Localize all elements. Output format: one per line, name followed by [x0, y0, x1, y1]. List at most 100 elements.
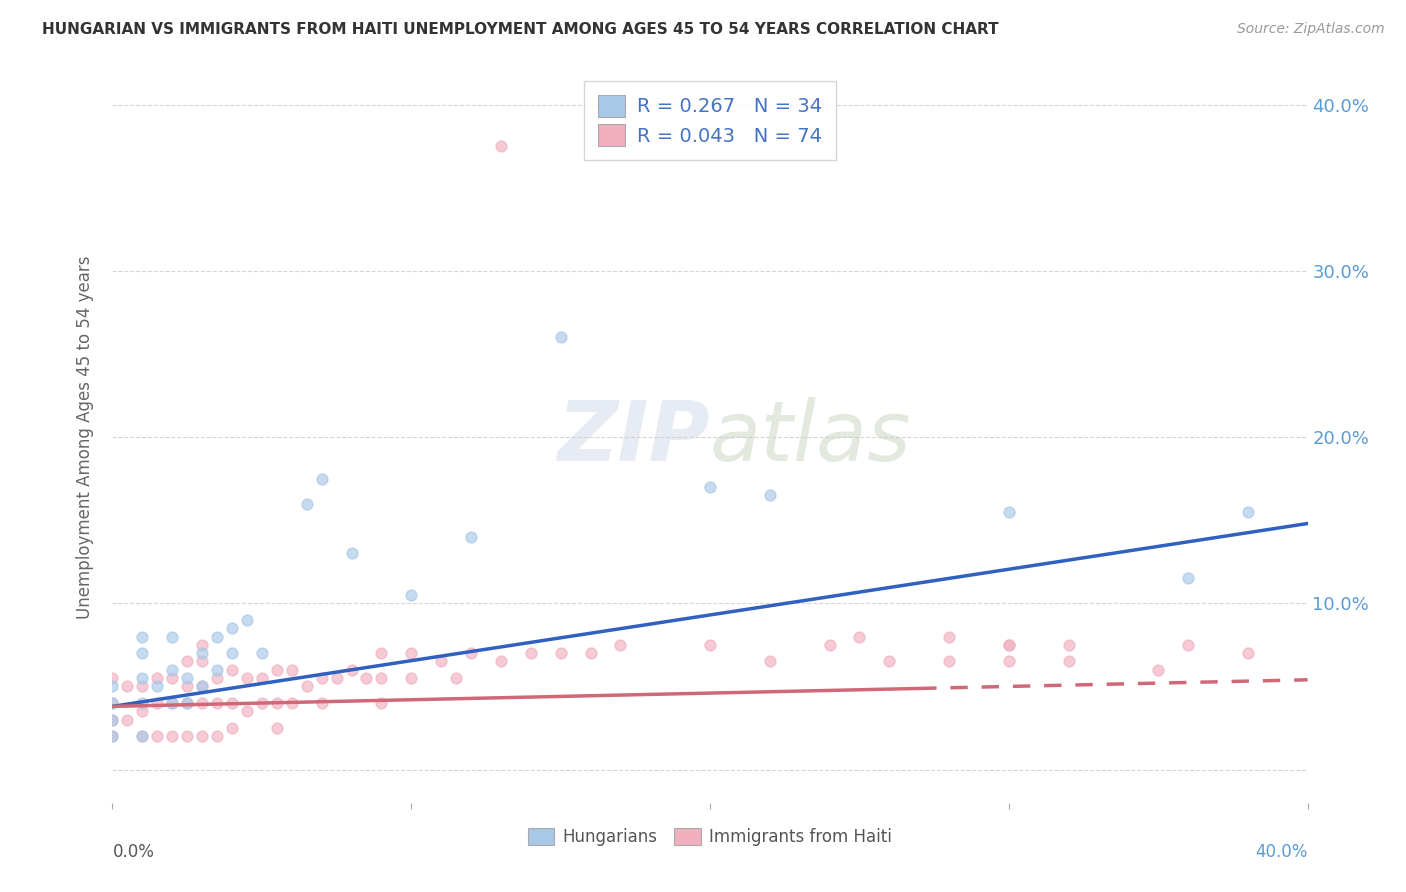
Point — [191, 680, 214, 694]
Point — [101, 680, 124, 694]
Point — [370, 696, 392, 710]
Point — [340, 546, 363, 560]
Point — [295, 680, 318, 694]
Point — [759, 488, 782, 502]
Legend: Hungarians, Immigrants from Haiti: Hungarians, Immigrants from Haiti — [522, 822, 898, 853]
Point — [101, 713, 124, 727]
Point — [221, 663, 243, 677]
Point — [311, 671, 333, 685]
Point — [131, 729, 153, 743]
Point — [295, 497, 318, 511]
Point — [146, 729, 169, 743]
Point — [401, 671, 423, 685]
Point — [176, 696, 198, 710]
Point — [401, 588, 423, 602]
Text: Source: ZipAtlas.com: Source: ZipAtlas.com — [1237, 22, 1385, 37]
Point — [146, 696, 169, 710]
Point — [176, 696, 198, 710]
Point — [191, 680, 214, 694]
Point — [266, 663, 288, 677]
Point — [101, 696, 124, 710]
Point — [938, 630, 960, 644]
Point — [221, 721, 243, 735]
Point — [281, 663, 304, 677]
Point — [191, 729, 214, 743]
Point — [117, 713, 139, 727]
Point — [1147, 663, 1170, 677]
Point — [879, 655, 901, 669]
Point — [162, 663, 183, 677]
Point — [356, 671, 378, 685]
Point — [520, 646, 543, 660]
Point — [266, 721, 288, 735]
Point — [699, 638, 721, 652]
Point — [550, 646, 572, 660]
Text: 40.0%: 40.0% — [1256, 843, 1308, 861]
Text: HUNGARIAN VS IMMIGRANTS FROM HAITI UNEMPLOYMENT AMONG AGES 45 TO 54 YEARS CORREL: HUNGARIAN VS IMMIGRANTS FROM HAITI UNEMP… — [42, 22, 998, 37]
Point — [998, 638, 1021, 652]
Point — [266, 696, 288, 710]
Point — [236, 671, 259, 685]
Point — [205, 663, 228, 677]
Point — [101, 713, 124, 727]
Y-axis label: Unemployment Among Ages 45 to 54 years: Unemployment Among Ages 45 to 54 years — [76, 255, 94, 619]
Point — [101, 729, 124, 743]
Point — [818, 638, 841, 652]
Point — [460, 646, 482, 660]
Point — [131, 705, 153, 719]
Point — [205, 696, 228, 710]
Point — [205, 729, 228, 743]
Point — [1237, 646, 1260, 660]
Point — [131, 671, 153, 685]
Point — [236, 705, 259, 719]
Point — [221, 696, 243, 710]
Point — [1057, 638, 1080, 652]
Point — [162, 671, 183, 685]
Point — [176, 671, 198, 685]
Point — [759, 655, 782, 669]
Point — [1237, 505, 1260, 519]
Point — [340, 663, 363, 677]
Point — [162, 630, 183, 644]
Point — [117, 680, 139, 694]
Point — [191, 638, 214, 652]
Point — [176, 680, 198, 694]
Point — [205, 630, 228, 644]
Point — [609, 638, 631, 652]
Point — [101, 696, 124, 710]
Text: atlas: atlas — [710, 397, 911, 477]
Point — [998, 638, 1021, 652]
Point — [579, 646, 602, 660]
Point — [162, 696, 183, 710]
Point — [460, 530, 482, 544]
Point — [191, 646, 214, 660]
Point — [191, 655, 214, 669]
Text: 0.0%: 0.0% — [112, 843, 155, 861]
Point — [370, 671, 392, 685]
Point — [131, 729, 153, 743]
Point — [998, 505, 1021, 519]
Point — [221, 621, 243, 635]
Point — [250, 696, 273, 710]
Point — [489, 655, 512, 669]
Point — [236, 613, 259, 627]
Point — [1177, 571, 1199, 585]
Point — [444, 671, 467, 685]
Point — [430, 655, 453, 669]
Point — [325, 671, 347, 685]
Point — [205, 671, 228, 685]
Point — [221, 646, 243, 660]
Point — [101, 671, 124, 685]
Point — [176, 729, 198, 743]
Point — [131, 630, 153, 644]
Point — [998, 655, 1021, 669]
Point — [311, 696, 333, 710]
Point — [250, 671, 273, 685]
Point — [489, 139, 512, 153]
Point — [1177, 638, 1199, 652]
Point — [938, 655, 960, 669]
Point — [281, 696, 304, 710]
Point — [146, 680, 169, 694]
Point — [699, 480, 721, 494]
Point — [401, 646, 423, 660]
